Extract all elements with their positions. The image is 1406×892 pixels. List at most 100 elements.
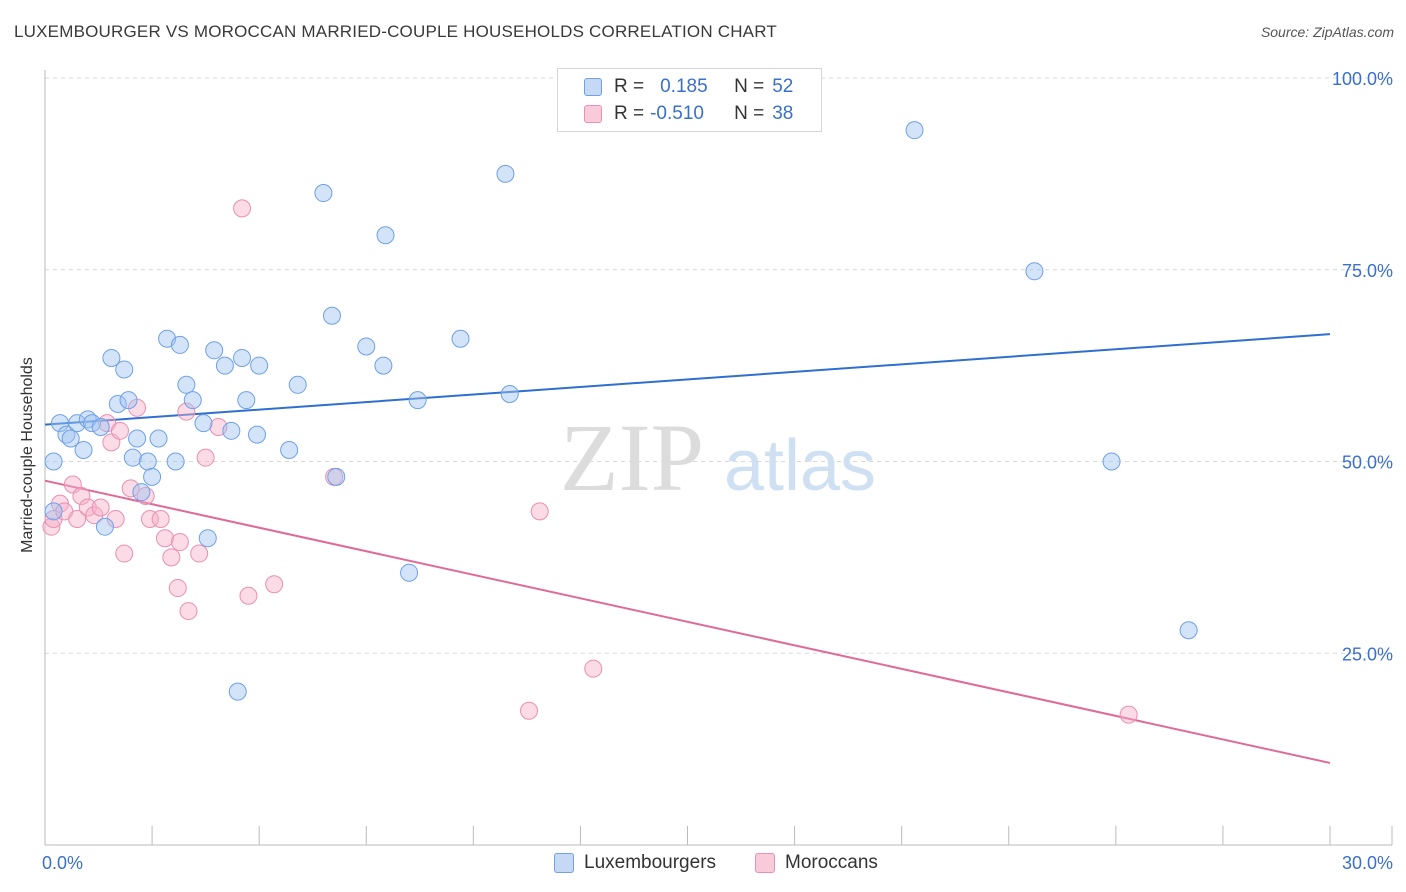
- moroccan-point: [42, 517, 61, 536]
- moroccan-point: [177, 402, 196, 421]
- luxembourger-point: [215, 356, 234, 375]
- luxembourger-point: [496, 164, 515, 183]
- legend-n-value: 52: [772, 76, 794, 97]
- luxembourger-point: [74, 440, 93, 459]
- moroccan-point: [170, 533, 189, 552]
- moroccan-point: [106, 510, 125, 529]
- luxembourger-point: [44, 502, 63, 521]
- legend-n-label: N =: [734, 103, 765, 124]
- moroccan-point: [530, 502, 549, 521]
- moroccan-point: [168, 579, 187, 598]
- legend-swatch-luxembourgers: [554, 853, 574, 873]
- luxembourger-point: [222, 421, 241, 440]
- luxembourger-point: [288, 375, 307, 394]
- luxembourger-point: [233, 348, 252, 367]
- luxembourger-point: [376, 226, 395, 245]
- legend-label-luxembourgers: Luxembourgers: [584, 852, 717, 873]
- moroccan-point: [239, 586, 258, 605]
- moroccan-point: [68, 510, 87, 529]
- legend-label-moroccans: Moroccans: [785, 852, 878, 873]
- moroccan-point: [110, 421, 129, 440]
- moroccan-point: [233, 199, 252, 218]
- y-tick-label: 75.0%: [1342, 261, 1393, 281]
- moroccan-point: [44, 510, 63, 529]
- luxembourger-point: [91, 417, 110, 436]
- luxembourger-point: [132, 483, 151, 502]
- moroccan-trend-line: [44, 479, 1331, 764]
- data-points: [42, 121, 1198, 724]
- legend-row-moroccans: R = -0.510 N = 38: [584, 103, 793, 125]
- source-label: Source: ZipAtlas.com: [1260, 24, 1394, 40]
- moroccan-point: [151, 510, 170, 529]
- luxembourger-point: [250, 356, 269, 375]
- legend-swatch-moroccans: [584, 105, 602, 123]
- luxembourger-point: [500, 385, 519, 404]
- moroccan-point: [115, 544, 134, 563]
- luxembourger-point: [95, 517, 114, 536]
- luxembourger-point: [357, 337, 376, 356]
- legend-n-label: N =: [734, 76, 765, 97]
- moroccan-point: [78, 498, 97, 517]
- luxembourger-point: [1102, 452, 1121, 471]
- moroccan-point: [1119, 705, 1138, 724]
- moroccan-point: [91, 498, 110, 517]
- luxembourger-point: [374, 356, 393, 375]
- watermark-atlas: atlas: [724, 426, 876, 506]
- luxembourger-point: [228, 682, 247, 701]
- legend-r-value: 0.185: [660, 76, 708, 97]
- chart-title: LUXEMBOURGER VS MOROCCAN MARRIED-COUPLE …: [14, 22, 777, 41]
- luxembourger-point: [166, 452, 185, 471]
- luxembourger-point: [119, 391, 138, 410]
- legend-item-moroccans[interactable]: Moroccans: [755, 852, 878, 874]
- luxembourger-point: [400, 563, 419, 582]
- moroccan-point: [121, 479, 140, 498]
- axes: [44, 70, 1393, 846]
- luxembourger-point: [143, 467, 162, 486]
- luxembourger-point: [1025, 262, 1044, 281]
- moroccan-point: [162, 548, 181, 567]
- luxembourger-point: [194, 414, 213, 433]
- tick-labels: 25.0% 50.0% 75.0% 100.0% 0.0% 30.0%: [42, 69, 1393, 873]
- luxembourger-point: [198, 529, 217, 548]
- legend-swatch-moroccans: [755, 853, 775, 873]
- y-tick-label: 100.0%: [1332, 69, 1393, 89]
- luxembourger-point: [102, 348, 121, 367]
- luxembourger-point: [322, 306, 341, 325]
- moroccan-point: [155, 529, 174, 548]
- correlation-legend: R = 0.185 N = 52 R = -0.510 N = 38: [557, 68, 822, 132]
- legend-r-label: R =: [614, 103, 645, 124]
- legend-item-luxembourgers[interactable]: Luxembourgers: [554, 852, 716, 874]
- moroccan-point: [72, 487, 91, 506]
- luxembourger-point: [149, 429, 168, 448]
- luxembourger-point: [138, 452, 157, 471]
- luxembourger-point: [83, 414, 102, 433]
- luxembourger-trend-line: [44, 333, 1331, 426]
- luxembourger-point: [123, 448, 142, 467]
- luxembourger-point: [183, 391, 202, 410]
- luxembourger-point: [61, 429, 80, 448]
- luxembourger-point: [115, 360, 134, 379]
- legend-n-value: 38: [772, 103, 794, 124]
- luxembourger-point: [248, 425, 267, 444]
- luxembourger-point: [170, 335, 189, 354]
- x-tick-label: 0.0%: [42, 853, 83, 873]
- legend-r-label: R =: [614, 76, 645, 97]
- luxembourger-point: [280, 440, 299, 459]
- moroccan-point: [584, 659, 603, 678]
- gridlines: [45, 77, 1392, 654]
- moroccan-point: [140, 510, 159, 529]
- watermark-zip: ZIP: [560, 404, 704, 511]
- luxembourger-point: [237, 391, 256, 410]
- moroccan-point: [85, 506, 104, 525]
- trend-lines: [44, 333, 1331, 764]
- moroccan-point: [190, 544, 209, 563]
- legend-r-value: -0.510: [650, 103, 704, 124]
- luxembourger-point: [905, 121, 924, 140]
- luxembourger-point: [128, 429, 147, 448]
- y-tick-label: 50.0%: [1342, 453, 1393, 473]
- luxembourger-point: [44, 452, 63, 471]
- luxembourger-point: [327, 467, 346, 486]
- x-tick-label: 30.0%: [1342, 853, 1393, 873]
- luxembourger-point: [314, 184, 333, 203]
